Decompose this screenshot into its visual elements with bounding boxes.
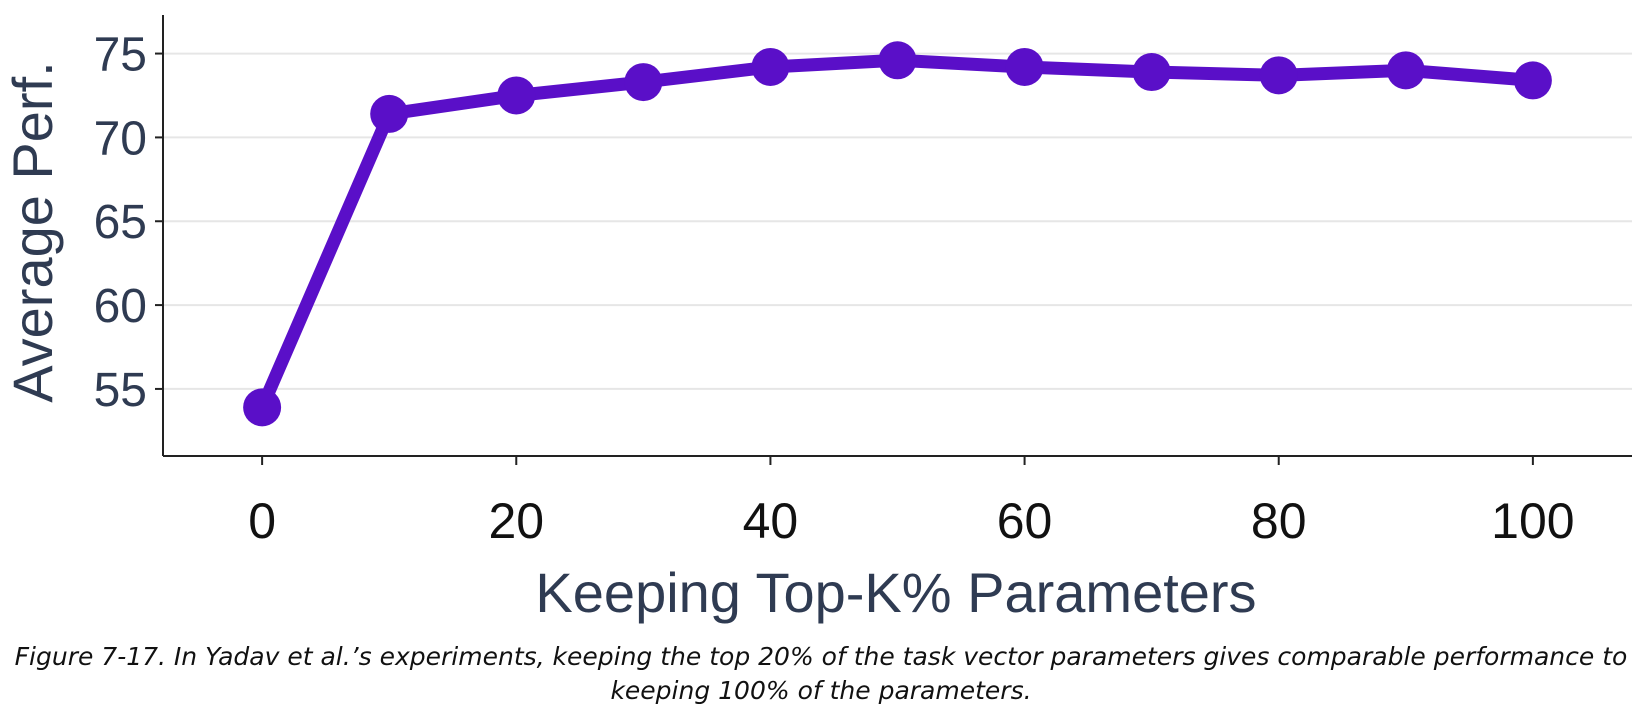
y-axis-label: Average Perf.: [1, 61, 64, 402]
x-tick-labels: 0 20 40 60 80 100: [248, 456, 1575, 549]
data-point-60: [1005, 47, 1044, 86]
line-chart: 55 60 65 70 75 0 20 40 60 80 100 Average Perf. Ke…: [1, 15, 1632, 624]
data-point-100: [1513, 61, 1552, 100]
y-tick-label-70: 70: [94, 112, 147, 165]
series-line-0: [255, 53, 1540, 414]
data-point-40: [751, 47, 790, 86]
x-axis-label: Keeping Top-K% Parameters: [535, 561, 1256, 624]
data-point-10: [370, 94, 409, 133]
x-tick-label-60: 60: [997, 493, 1053, 549]
x-tick-label-100: 100: [1491, 493, 1574, 549]
data-point-50: [878, 41, 917, 80]
figure-caption: Figure 7-17. In Yadav et al.’s experimen…: [14, 642, 1628, 705]
data-point-0: [243, 388, 282, 427]
data-point-20: [497, 76, 536, 115]
y-tick-label-65: 65: [94, 196, 147, 249]
y-tick-labels: 55 60 65 70 75: [94, 29, 163, 417]
y-tick-label-75: 75: [94, 29, 147, 82]
data-point-90: [1386, 51, 1425, 90]
data-point-70: [1132, 53, 1171, 92]
data-point-80: [1259, 56, 1298, 95]
x-tick-label-0: 0: [248, 493, 276, 549]
y-tick-label-60: 60: [94, 280, 147, 333]
x-tick-label-40: 40: [743, 493, 799, 549]
x-tick-label-80: 80: [1251, 493, 1307, 549]
data-point-30: [624, 63, 663, 102]
series-layer: [243, 41, 1552, 427]
x-tick-label-20: 20: [488, 493, 544, 549]
axes: [162, 15, 1632, 457]
y-tick-label-55: 55: [94, 364, 147, 417]
